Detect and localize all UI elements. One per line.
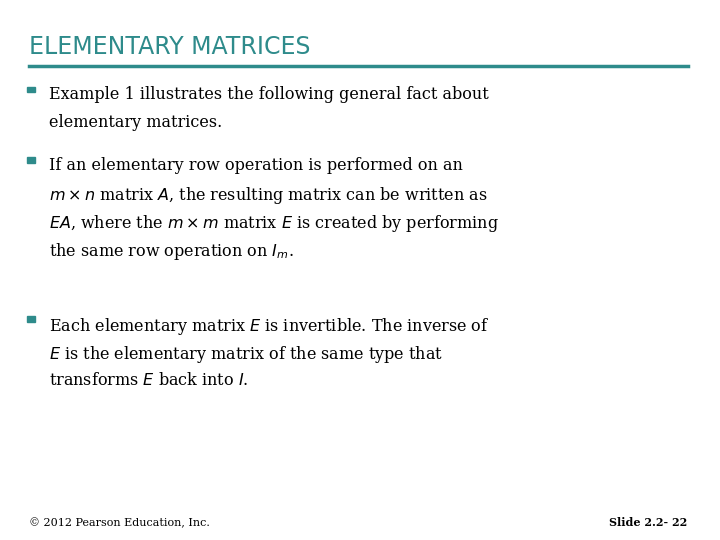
Text: transforms $E$ back into $I$.: transforms $E$ back into $I$. bbox=[49, 372, 248, 389]
Text: $E$ is the elementary matrix of the same type that: $E$ is the elementary matrix of the same… bbox=[49, 344, 443, 365]
Text: Each elementary matrix $E$ is invertible. The inverse of: Each elementary matrix $E$ is invertible… bbox=[49, 316, 490, 337]
Text: Example 1 illustrates the following general fact about: Example 1 illustrates the following gene… bbox=[49, 86, 489, 103]
Text: © 2012 Pearson Education, Inc.: © 2012 Pearson Education, Inc. bbox=[29, 517, 210, 528]
Bar bbox=[27, 316, 35, 322]
Text: If an elementary row operation is performed on an: If an elementary row operation is perfor… bbox=[49, 157, 463, 173]
Text: elementary matrices.: elementary matrices. bbox=[49, 114, 222, 131]
Text: ELEMENTARY MATRICES: ELEMENTARY MATRICES bbox=[29, 35, 310, 59]
Text: $m\times n$ matrix $A$, the resulting matrix can be written as: $m\times n$ matrix $A$, the resulting ma… bbox=[49, 185, 487, 206]
Text: the same row operation on $I_m$.: the same row operation on $I_m$. bbox=[49, 241, 294, 262]
Text: Slide 2.2- 22: Slide 2.2- 22 bbox=[609, 517, 688, 528]
Text: $EA$, where the $m\times m$ matrix $E$ is created by performing: $EA$, where the $m\times m$ matrix $E$ i… bbox=[49, 213, 499, 234]
Bar bbox=[27, 157, 35, 163]
Bar bbox=[27, 87, 35, 92]
